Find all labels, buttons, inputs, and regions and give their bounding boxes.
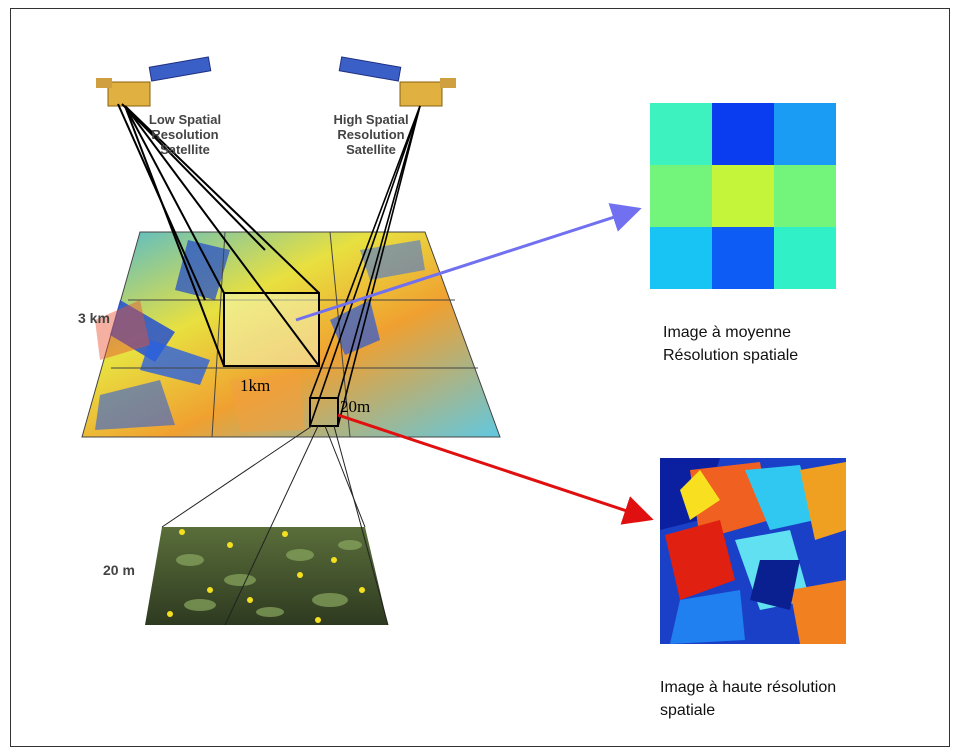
high-resolution-footprint-lines: [309, 105, 421, 427]
medium-grid-cell: [650, 103, 712, 165]
high-satellite-label: High Spatial Resolution Satellite: [333, 112, 409, 157]
low-resolution-satellite-icon: [96, 56, 212, 107]
medium-grid-cell: [774, 103, 836, 165]
medium-grid-cell: [774, 227, 836, 289]
high-resolution-image: [660, 458, 846, 644]
medium-grid-cell: [650, 227, 712, 289]
high-resolution-caption: Image à haute résolution spatiale: [660, 679, 837, 719]
medium-grid-cell: [774, 165, 836, 227]
field-map: [81, 231, 501, 438]
high-resolution-satellite-icon: [338, 56, 456, 107]
medium-grid-cell: [712, 103, 774, 165]
scale-20m-photo-label: 20 m: [103, 562, 135, 578]
medium-grid-cell: [712, 227, 774, 289]
medium-resolution-image: [650, 103, 836, 289]
photo-projection-lines: [161, 425, 389, 626]
scale-20m-map-label: 20m: [340, 397, 371, 416]
medium-grid-cell: [650, 165, 712, 227]
medium-resolution-caption: Image à moyenne Résolution spatiale: [663, 324, 799, 364]
low-satellite-label: Low Spatial Resolution Satellite: [148, 112, 222, 157]
field-photo: [145, 527, 388, 625]
medium-grid-cell: [712, 165, 774, 227]
scale-3km-label: 3 km: [78, 310, 110, 326]
medium-resolution-arrow: [295, 203, 642, 322]
high-resolution-arrow: [337, 413, 654, 525]
low-resolution-footprint-lines: [117, 103, 320, 367]
scale-1km-label: 1km: [240, 376, 271, 395]
